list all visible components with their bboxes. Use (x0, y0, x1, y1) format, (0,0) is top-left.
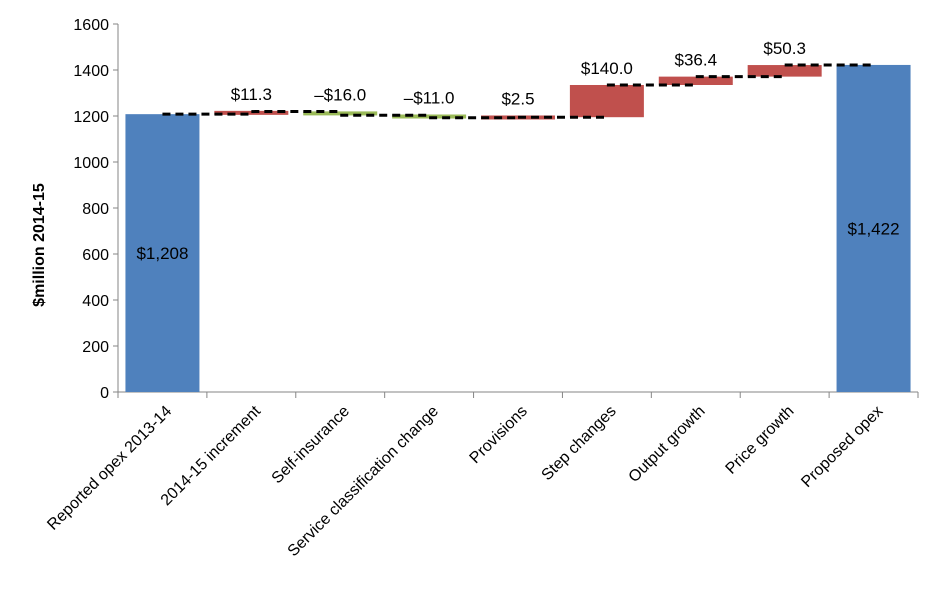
decrease-bar (303, 111, 378, 116)
bars (125, 64, 911, 392)
data-label: $140.0 (581, 59, 633, 78)
y-tick-label: 1400 (73, 63, 109, 80)
data-label: –$16.0 (314, 85, 366, 104)
x-tick-label: Step changes (538, 403, 619, 484)
increase-bar (214, 110, 289, 115)
y-tick-label: 1600 (73, 17, 109, 34)
x-tick-label: Service classification change (285, 403, 442, 560)
y-tick-label: 0 (100, 385, 109, 402)
x-tick-label: Reported opex 2013-14 (44, 403, 175, 534)
y-tick-label: 1000 (73, 155, 109, 172)
data-label: –$11.0 (404, 89, 455, 108)
y-tick-label: 1200 (73, 109, 109, 126)
y-tick-label: 200 (82, 339, 109, 356)
y-tick-label: 800 (82, 201, 109, 218)
y-axis-title: $million 2014-15 (31, 183, 48, 307)
total-bar (125, 114, 200, 392)
increase-bar (747, 65, 822, 77)
total-bar (836, 64, 911, 392)
x-tick-label: Provisions (467, 403, 531, 467)
y-tick-label: 400 (82, 293, 109, 310)
increase-bar (658, 76, 733, 85)
y-tick-label: 600 (82, 247, 109, 264)
x-tick-label: Proposed opex (798, 403, 886, 491)
x-tick-label: 2014-15 increment (158, 402, 265, 509)
data-label: $11.3 (231, 85, 272, 104)
data-label: $1,208 (136, 244, 188, 263)
data-label: $1,422 (848, 219, 900, 238)
x-tick-label: Output growth (626, 403, 709, 486)
data-label: $36.4 (675, 51, 718, 70)
data-label: $2.5 (501, 89, 534, 108)
increase-bar (569, 84, 644, 118)
connectors (162, 63, 874, 120)
x-tick-label: Self-insurance (269, 403, 353, 487)
data-labels: $1,208 $11.3 –$16.0 –$11.0 $2.5 $140.0 $36.4 $5… (136, 39, 899, 263)
data-label: $50.3 (763, 39, 806, 58)
x-tick-label: Price growth (723, 403, 798, 478)
